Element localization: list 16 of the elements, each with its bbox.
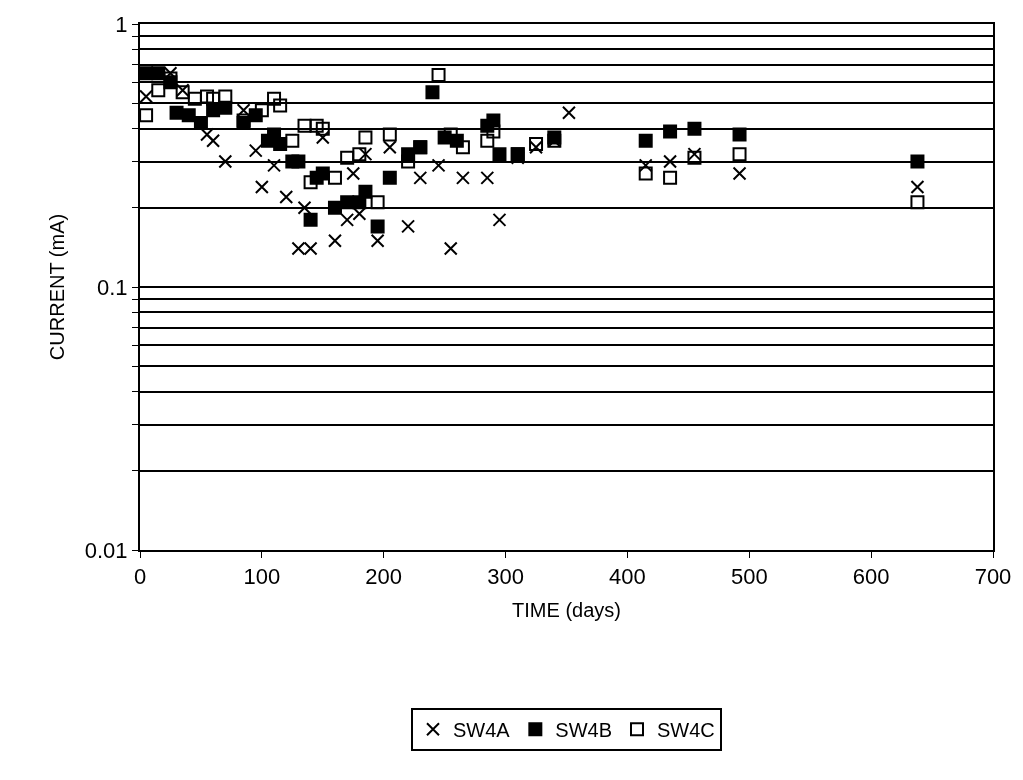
x-tick-label: 600 [852, 564, 890, 590]
y-tick-label: 0.1 [97, 274, 128, 300]
x-tick-label: 200 [365, 564, 403, 590]
legend-label: SW4C [657, 719, 715, 742]
legend-label: SW4B [555, 719, 613, 742]
x-tick-label: 100 [243, 564, 281, 590]
x-tick-label: 0 [133, 564, 147, 590]
x-tick-label: 500 [730, 564, 768, 590]
x-tick-label: 300 [487, 564, 524, 590]
x-tick-label: 400 [609, 564, 646, 590]
y-axis-title: CURRENT (mA) [45, 213, 68, 361]
y-tick-label: 1 [115, 11, 128, 37]
x-axis-title: TIME (days) [512, 599, 621, 622]
legend-label: SW4A [453, 719, 511, 742]
x-tick-label: 700 [974, 564, 1012, 590]
y-tick-label: 0.01 [84, 537, 128, 563]
